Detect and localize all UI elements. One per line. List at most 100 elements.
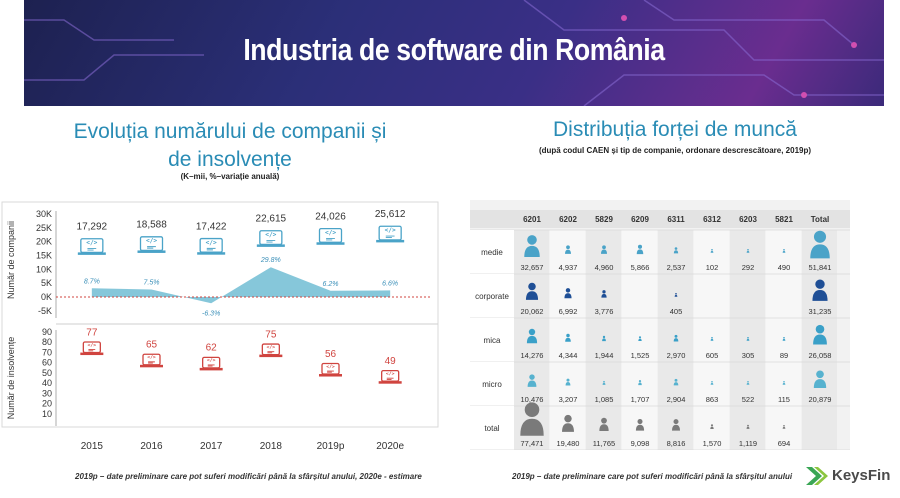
companies-insolvency-chart: 30K 25K 20K 15K 10K 5K 0K -5K Număr de companii 8… xyxy=(1,201,439,452)
right-panel-title: Distribuția forței de muncă xyxy=(553,118,797,141)
matrix-value-label: 31,235 xyxy=(809,307,832,316)
matrix-value-label: 405 xyxy=(670,307,683,316)
person-icon xyxy=(810,230,830,259)
growth-pct-label: 6.6% xyxy=(382,280,398,287)
x-tick-label: 2020e xyxy=(376,441,404,452)
matrix-header-bg xyxy=(470,210,850,228)
svg-text:</>: </> xyxy=(86,240,97,247)
growth-pct-label: 29.8% xyxy=(260,257,281,264)
workforce-matrix: 6201 6202 5829 6209 6311 6312 6203 5821 Total med… xyxy=(470,200,850,450)
growth-pct-label: 8.7% xyxy=(84,278,100,285)
growth-area xyxy=(91,267,391,304)
person-icon xyxy=(565,378,571,386)
person-icon xyxy=(710,424,714,430)
person-icon xyxy=(710,336,714,341)
matrix-value-label: 2,904 xyxy=(667,395,686,404)
company-count-label: 18,588 xyxy=(136,220,167,231)
laptop-code-icon: </> xyxy=(137,236,166,253)
person-icon xyxy=(782,336,786,341)
laptop-code-icon: </> xyxy=(259,343,283,358)
person-icon xyxy=(527,374,537,387)
svg-text:</>: </> xyxy=(146,238,157,245)
laptop-code-icon: </> xyxy=(77,238,106,255)
person-icon xyxy=(673,247,679,254)
page-title: Industria de software din România xyxy=(243,32,665,67)
person-icon xyxy=(674,292,678,297)
x-tick-label: 2018 xyxy=(260,441,283,452)
matrix-row-label-bg xyxy=(470,362,514,406)
matrix-value-label: 11,765 xyxy=(593,439,615,448)
matrix-value-label: 1,085 xyxy=(595,395,614,404)
laptop-code-icon: </> xyxy=(80,341,104,356)
company-count-label: 25,612 xyxy=(375,209,406,220)
matrix-value-label: 6,992 xyxy=(559,307,578,316)
matrix-value-label: 1,944 xyxy=(595,351,614,360)
person-icon xyxy=(564,245,572,254)
person-icon xyxy=(746,424,750,429)
y-tick-label: 10K xyxy=(36,264,52,274)
y-tick-label: 40 xyxy=(42,378,52,388)
person-icon xyxy=(525,282,539,300)
person-icon xyxy=(636,244,644,255)
matrix-value-label: 20,062 xyxy=(521,307,544,316)
matrix-column-header: 6203 xyxy=(739,215,757,224)
svg-text:</>: </> xyxy=(206,239,217,246)
growth-pct-label: -6.3% xyxy=(202,310,220,317)
x-tick-label: 2016 xyxy=(140,441,163,452)
y-tick-label: 20 xyxy=(42,399,52,409)
laptop-code-icon: </> xyxy=(140,353,163,368)
insolvency-count-label: 77 xyxy=(86,327,98,338)
circuit-decoration xyxy=(24,0,884,106)
matrix-value-label: 32,657 xyxy=(521,263,544,272)
insolvency-count-label: 62 xyxy=(206,343,218,354)
matrix-value-label: 292 xyxy=(742,263,755,272)
person-icon xyxy=(673,378,679,386)
y-tick-label: 5K xyxy=(41,278,52,288)
matrix-value-label: 5,866 xyxy=(631,263,650,272)
person-icon xyxy=(602,380,606,385)
x-tick-label: 2015 xyxy=(81,441,104,452)
person-icon xyxy=(565,333,571,342)
y-tick-label: 10 xyxy=(42,409,52,419)
person-icon xyxy=(710,248,714,253)
svg-text:</>: </> xyxy=(385,227,396,234)
matrix-value-label: 4,937 xyxy=(559,263,578,272)
company-count-label: 22,615 xyxy=(256,214,287,225)
laptop-code-icon: </> xyxy=(319,362,342,377)
laptop-code-icon: </> xyxy=(316,227,345,245)
y-tick-label: 90 xyxy=(42,327,52,337)
matrix-row-label-bg xyxy=(470,230,514,274)
matrix-value-label: 490 xyxy=(778,263,791,272)
right-panel-subtitle: (după codul CAEN și tip de companie, ord… xyxy=(538,146,812,155)
y-tick-label: 80 xyxy=(42,337,52,347)
svg-text:</>: </> xyxy=(88,342,97,348)
y-tick-label: 70 xyxy=(42,347,52,357)
laptop-code-icon: </> xyxy=(256,230,285,247)
matrix-value-label: 1,119 xyxy=(739,439,757,448)
keysfin-logo-text: KeysFin xyxy=(832,467,891,484)
matrix-value-label: 77,471 xyxy=(521,439,544,448)
matrix-row-label-bg xyxy=(470,406,514,450)
y-tick-label: 30K xyxy=(36,209,52,219)
person-icon xyxy=(673,334,679,342)
x-tick-label: 2019p xyxy=(317,441,345,452)
matrix-value-label: 89 xyxy=(780,351,788,360)
matrix-column-header: 5829 xyxy=(595,215,613,224)
matrix-value-label: 115 xyxy=(778,395,790,404)
matrix-column-header: 6202 xyxy=(559,215,577,224)
matrix-column-header: 6312 xyxy=(703,215,721,224)
matrix-value-label: 522 xyxy=(742,395,755,404)
matrix-row-label: medie xyxy=(481,248,503,257)
matrix-column-header: 6209 xyxy=(631,215,649,224)
company-count-label: 17,292 xyxy=(77,222,108,233)
y-tick-label: 15K xyxy=(36,251,52,261)
person-icon xyxy=(638,380,642,386)
matrix-value-label: 3,207 xyxy=(559,395,578,404)
person-icon xyxy=(600,245,608,254)
svg-text:</>: </> xyxy=(325,229,336,236)
person-icon xyxy=(782,380,786,385)
matrix-value-label: 26,058 xyxy=(809,351,832,360)
person-icon xyxy=(635,419,645,431)
left-title-line1: Evoluția numărului de companii și xyxy=(73,120,387,143)
svg-text:</>: </> xyxy=(147,355,156,361)
